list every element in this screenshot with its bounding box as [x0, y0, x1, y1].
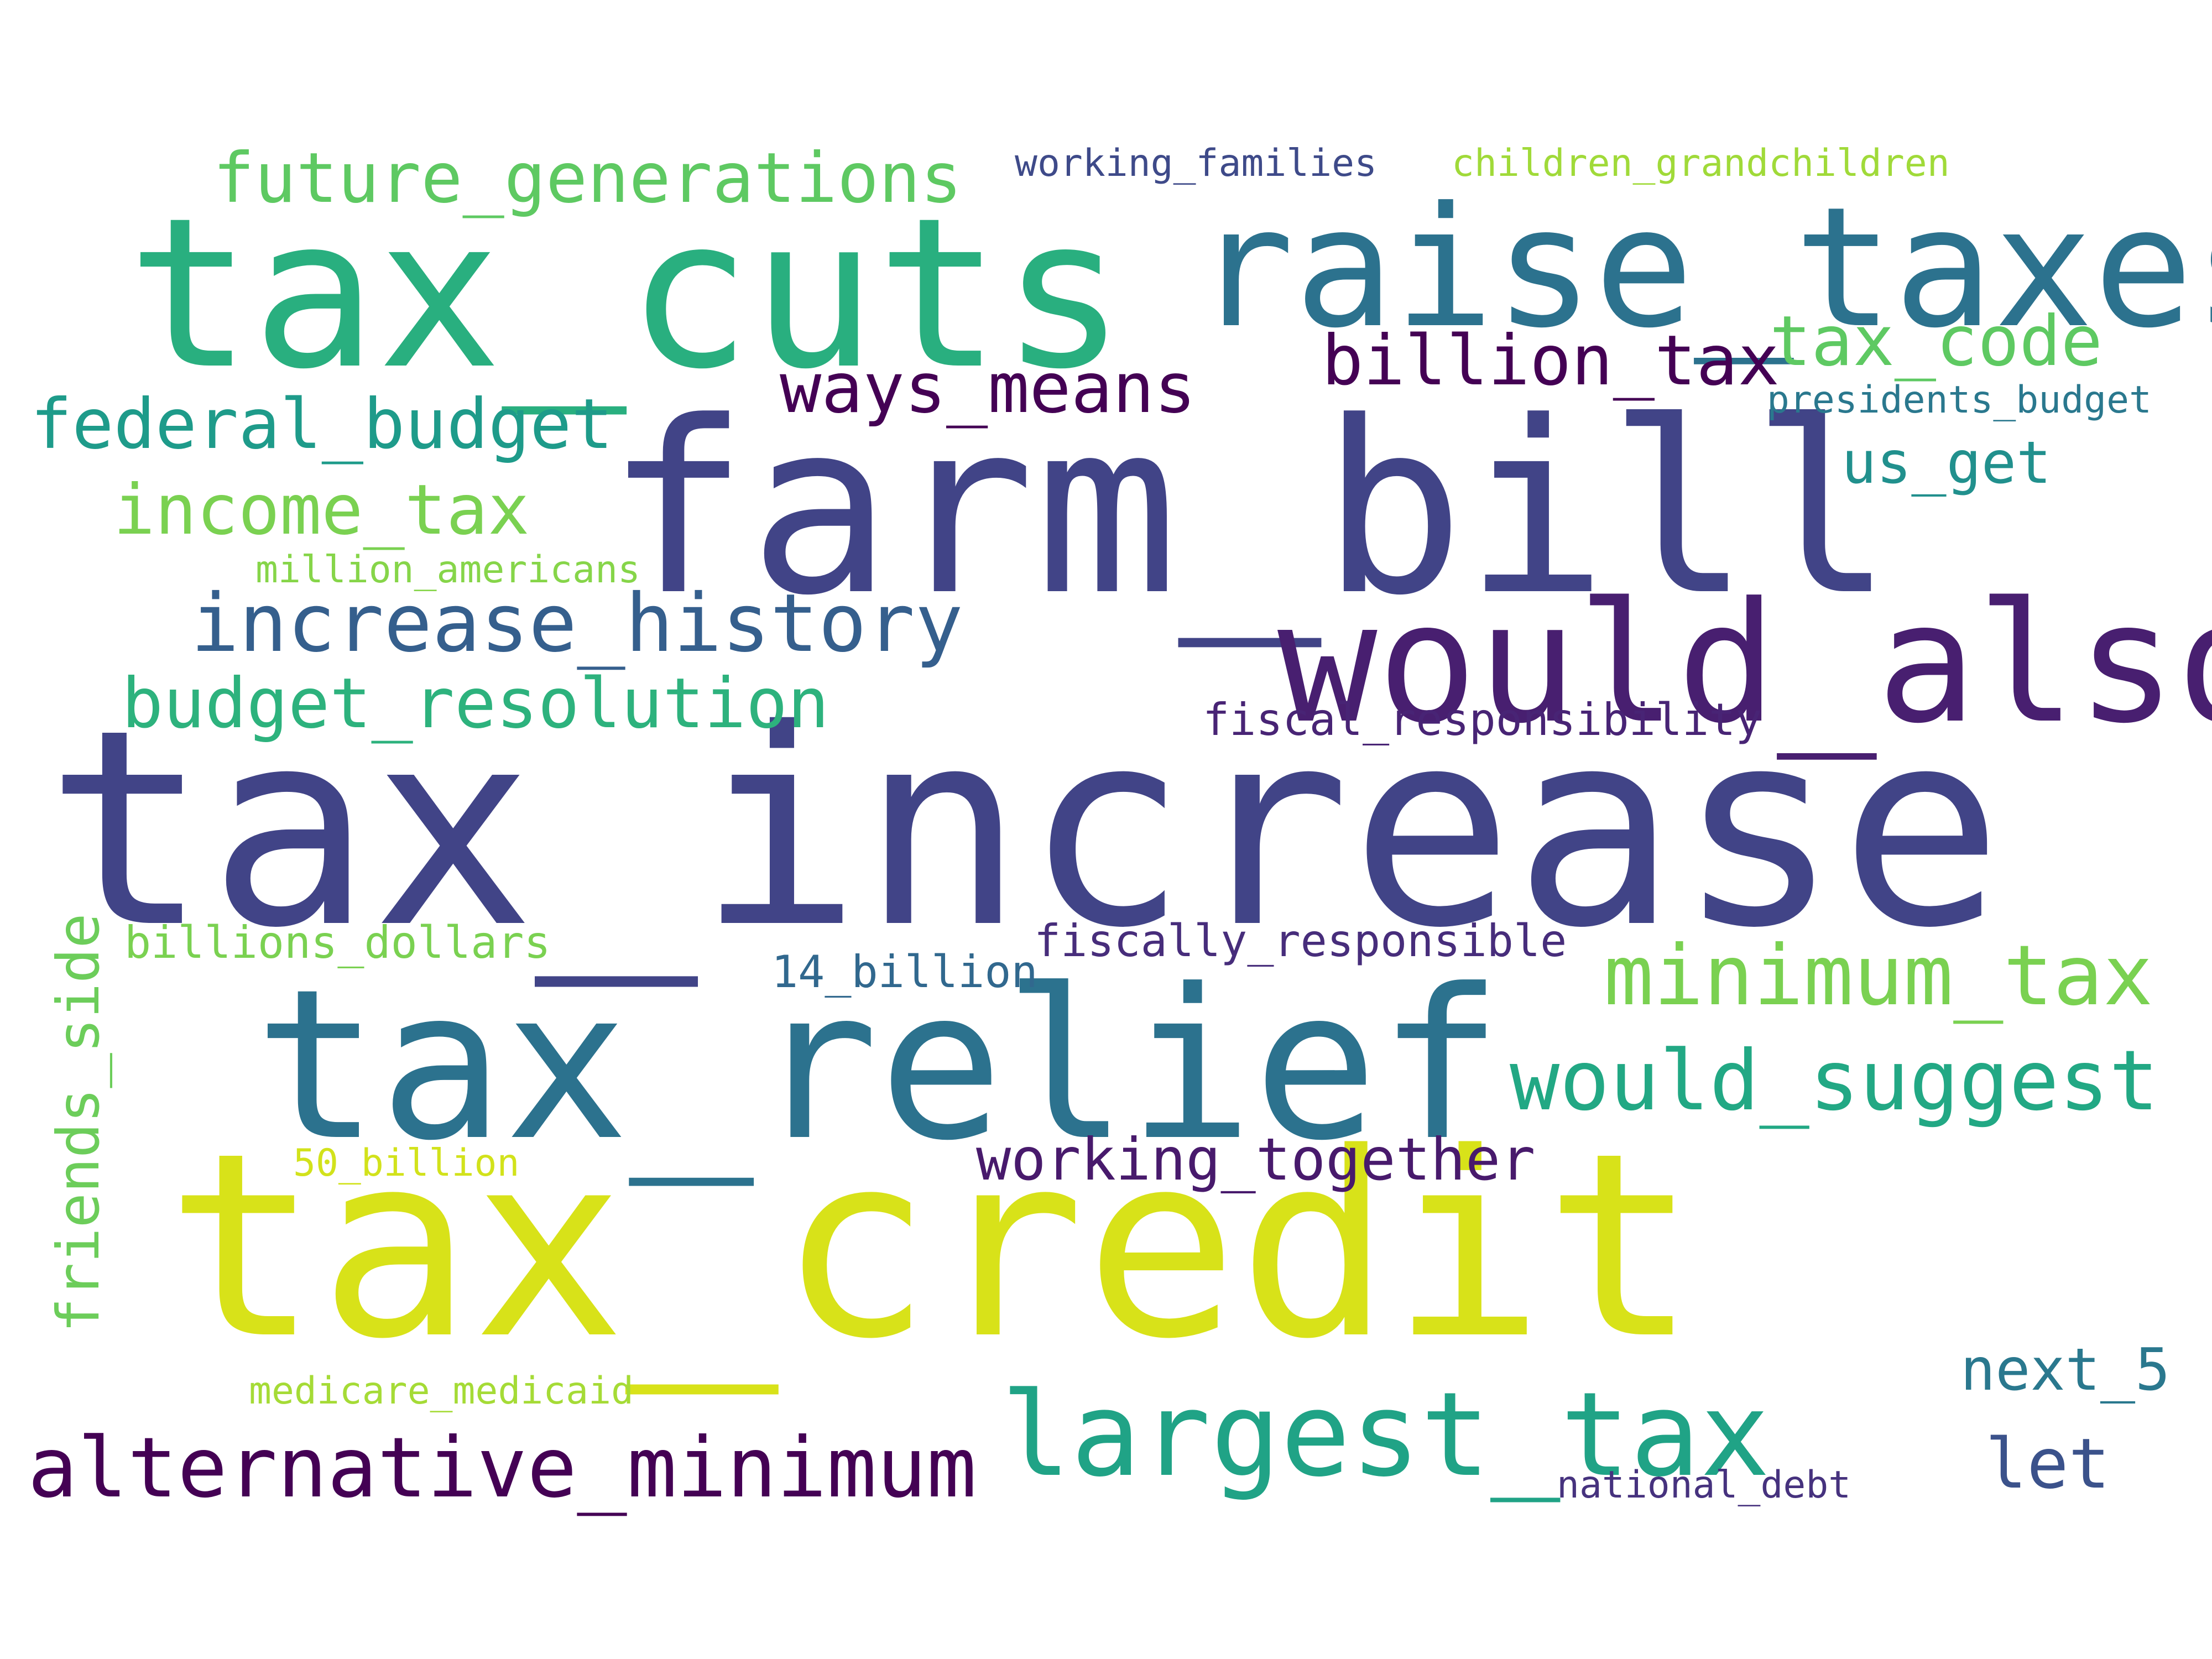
- word-let: let: [1985, 1424, 2110, 1504]
- word-working-families: working_families: [1015, 142, 1378, 185]
- word-future-generations: future_generations: [213, 138, 962, 218]
- word-minimum-tax: minimum_tax: [1604, 928, 2153, 1024]
- word-alternative-minimum: alternative_minimum: [28, 1420, 977, 1516]
- word-million-americans: million_americans: [255, 548, 640, 592]
- word-tax-cuts: tax_cuts: [127, 174, 1126, 415]
- word-would-suggest: would_suggest: [1510, 1033, 2159, 1129]
- word-largest-tax: largest_tax: [1001, 1367, 1770, 1503]
- word-raise-taxes: raise_taxes: [1194, 171, 2212, 364]
- word-tax-increase: tax_increase: [45, 671, 2004, 987]
- word-presidents-budget: presidents_budget: [1767, 378, 2152, 422]
- word-50-billion: 50_billion: [293, 1141, 520, 1185]
- word-us-get: us_get: [1841, 429, 2052, 497]
- word-increase-history: increase_history: [191, 577, 963, 670]
- word-ways-means: ways_means: [780, 348, 1196, 429]
- word-farm-bill: farm_bill: [606, 371, 1894, 648]
- word-national-debt: national_debt: [1557, 1463, 1851, 1507]
- word-working-together: working_together: [976, 1126, 1536, 1193]
- word-budget-resolution: budget_resolution: [122, 664, 830, 744]
- word-fiscal-responsibility: fiscal_responsibility: [1203, 694, 1762, 745]
- word-tax-credit: tax_credit: [166, 1099, 1698, 1395]
- word-medicare-medicaid: medicare_medicaid: [249, 1369, 634, 1413]
- word-tax-code: tax_code: [1770, 301, 2103, 382]
- word-tax-relief: tax_relief: [254, 945, 1503, 1186]
- word-federal-budget: federal_budget: [30, 384, 613, 465]
- word-children-grandchildren: children_grandchildren: [1452, 142, 1950, 185]
- word-next-5: next_5: [1960, 1336, 2171, 1404]
- word-14-billion: 14_billion: [771, 946, 1038, 998]
- word-income-tax: income_tax: [113, 470, 530, 550]
- word-billion-tax: billion_tax: [1322, 321, 1780, 401]
- word-friends-side: friends_side: [45, 913, 112, 1333]
- word-billions-dollars: billions_dollars: [124, 917, 551, 968]
- word-fiscally-responsible: fiscally_responsible: [1034, 915, 1567, 967]
- word-would-also: would_also: [1277, 567, 2212, 760]
